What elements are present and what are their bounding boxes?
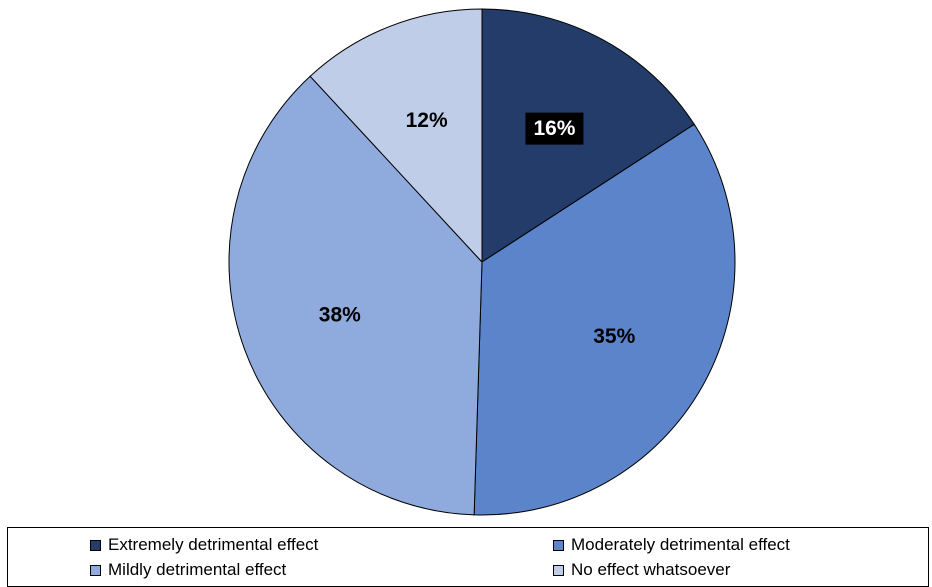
legend-swatch: [553, 564, 564, 576]
slice-label-mildly-detrimental: 38%: [319, 304, 361, 327]
pie-slice-mildly-detrimental: [228, 75, 483, 516]
pie-slice-moderately-detrimental: [473, 123, 736, 516]
legend-swatch: [553, 539, 564, 551]
legend-item-mildly-detrimental: Mildly detrimental effect: [90, 559, 286, 581]
pie-slice-no-effect: [309, 8, 483, 264]
legend-label: Moderately detrimental effect: [571, 535, 790, 554]
pie-slice-extremely-detrimental: [481, 8, 695, 263]
pie-chart: 16% 35% 38% 12%: [228, 8, 736, 516]
legend: Extremely detrimental effect Moderately …: [7, 527, 929, 587]
slice-label-moderately-detrimental: 35%: [593, 325, 635, 348]
legend-item-no-effect: No effect whatsoever: [553, 559, 730, 581]
legend-label: Mildly detrimental effect: [108, 560, 287, 579]
legend-swatch: [90, 539, 101, 551]
legend-item-moderately-detrimental: Moderately detrimental effect: [553, 534, 790, 556]
legend-label: Extremely detrimental effect: [108, 535, 319, 554]
legend-swatch: [90, 564, 101, 576]
slice-label-extremely-detrimental: 16%: [533, 117, 575, 140]
legend-item-extremely-detrimental: Extremely detrimental effect: [90, 534, 318, 556]
slice-label-background: [525, 112, 584, 145]
slice-label-no-effect: 12%: [406, 109, 448, 132]
legend-label: No effect whatsoever: [571, 560, 731, 579]
